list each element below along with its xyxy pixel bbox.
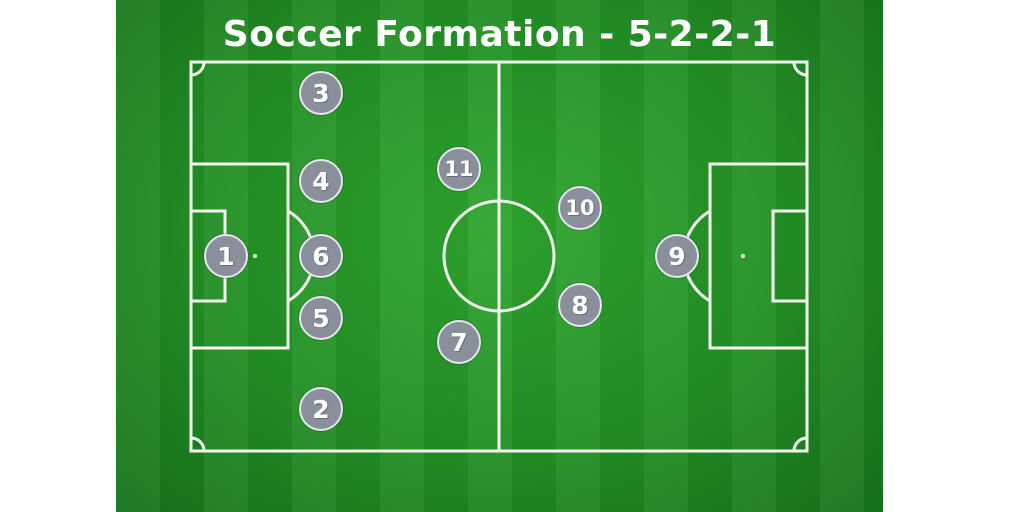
player-marker-11: 11 xyxy=(437,147,481,191)
player-marker-6: 6 xyxy=(299,234,343,278)
right-penalty-spot xyxy=(741,254,745,258)
right-penalty-area xyxy=(708,162,809,350)
player-marker-7: 7 xyxy=(437,320,481,364)
player-number: 1 xyxy=(217,241,235,271)
player-number: 11 xyxy=(444,156,474,181)
player-number: 9 xyxy=(668,241,686,271)
corner-arc-bottom-left xyxy=(190,436,206,452)
player-number: 2 xyxy=(312,394,330,424)
corner-arc-bottom-right xyxy=(792,436,808,452)
corner-arc-top-left xyxy=(190,61,206,77)
player-marker-3: 3 xyxy=(299,71,343,115)
page-title: Soccer Formation - 5-2-2-1 xyxy=(222,14,777,55)
player-number: 8 xyxy=(571,290,589,320)
player-number: 4 xyxy=(312,166,330,196)
pitch-background: Soccer Formation - 5-2-2-1 1 2 3 4 5 6 7… xyxy=(116,0,883,512)
player-number: 6 xyxy=(312,241,330,271)
player-number: 10 xyxy=(565,195,595,220)
player-marker-4: 4 xyxy=(299,159,343,203)
player-marker-10: 10 xyxy=(558,186,602,230)
center-circle xyxy=(442,199,556,313)
right-goal-area xyxy=(771,209,809,303)
player-marker-8: 8 xyxy=(558,283,602,327)
player-number: 7 xyxy=(450,327,468,357)
corner-arc-top-right xyxy=(792,61,808,77)
player-marker-1: 1 xyxy=(204,234,248,278)
player-number: 3 xyxy=(312,78,330,108)
player-marker-9: 9 xyxy=(655,234,699,278)
player-number: 5 xyxy=(312,303,330,333)
left-penalty-spot xyxy=(253,254,257,258)
player-marker-2: 2 xyxy=(299,387,343,431)
player-marker-5: 5 xyxy=(299,296,343,340)
